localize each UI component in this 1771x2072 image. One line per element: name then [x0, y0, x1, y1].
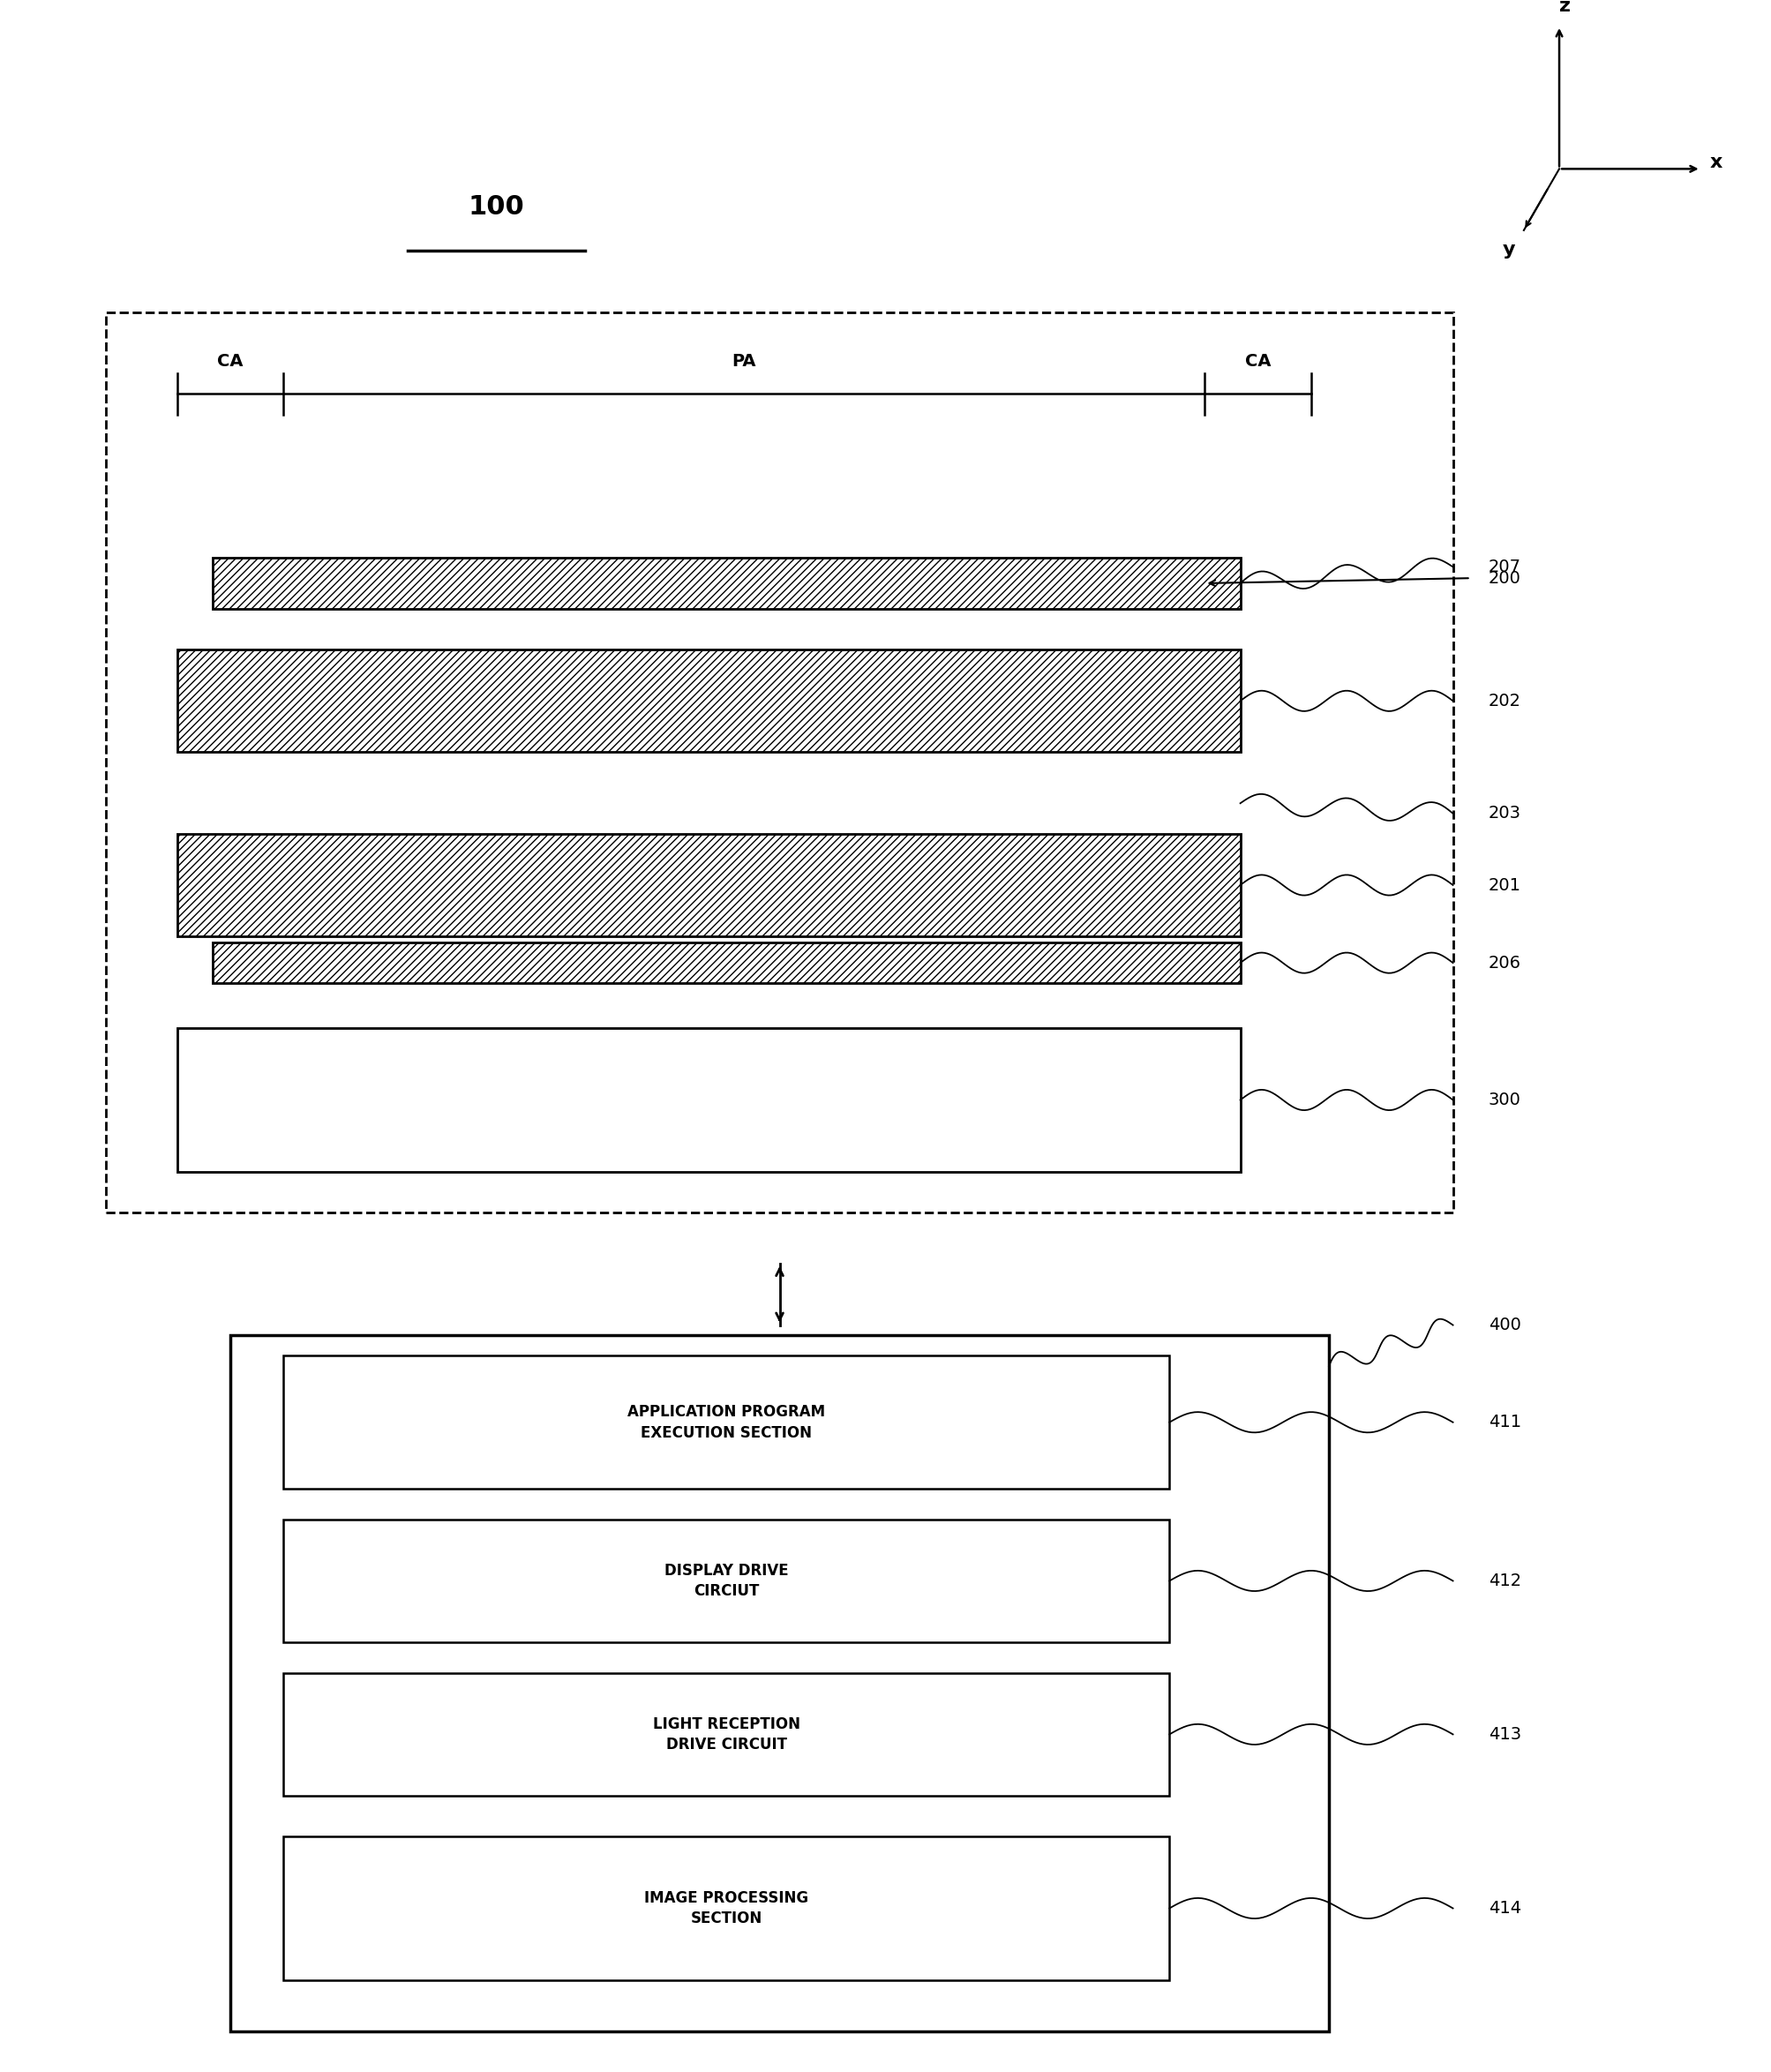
Text: x: x — [1709, 153, 1721, 172]
Text: 207: 207 — [1488, 559, 1520, 576]
Text: y: y — [1502, 240, 1514, 259]
Text: 203: 203 — [1488, 806, 1520, 823]
Text: 413: 413 — [1488, 1726, 1520, 1743]
Text: 412: 412 — [1488, 1573, 1520, 1589]
Text: LIGHT RECEPTION
DRIVE CIRCUIT: LIGHT RECEPTION DRIVE CIRCUIT — [652, 1716, 800, 1753]
Bar — [283, 1672, 1169, 1796]
Bar — [230, 1334, 1328, 2031]
Bar — [213, 557, 1240, 609]
Text: 300: 300 — [1488, 1092, 1520, 1109]
Text: 206: 206 — [1488, 955, 1520, 972]
Bar — [177, 651, 1240, 752]
Text: 100: 100 — [468, 195, 524, 220]
Text: CA: CA — [1245, 352, 1270, 369]
Text: 201: 201 — [1488, 876, 1520, 893]
Text: IMAGE PROCESSING
SECTION: IMAGE PROCESSING SECTION — [645, 1890, 808, 1927]
Text: PA: PA — [731, 352, 756, 369]
Text: 400: 400 — [1488, 1316, 1520, 1334]
Text: 202: 202 — [1488, 692, 1520, 709]
Bar — [177, 1028, 1240, 1171]
Bar — [106, 313, 1452, 1212]
Bar — [283, 1355, 1169, 1490]
Text: 411: 411 — [1488, 1413, 1520, 1430]
Text: 414: 414 — [1488, 1900, 1520, 1917]
Bar — [213, 943, 1240, 984]
Text: z: z — [1558, 0, 1569, 15]
Text: CA: CA — [218, 352, 243, 369]
Bar — [177, 833, 1240, 937]
Text: 200: 200 — [1488, 570, 1520, 586]
Text: DISPLAY DRIVE
CIRCIUT: DISPLAY DRIVE CIRCIUT — [664, 1562, 788, 1600]
Text: APPLICATION PROGRAM
EXECUTION SECTION: APPLICATION PROGRAM EXECUTION SECTION — [627, 1405, 825, 1440]
Bar — [283, 1519, 1169, 1643]
Bar — [283, 1836, 1169, 1981]
